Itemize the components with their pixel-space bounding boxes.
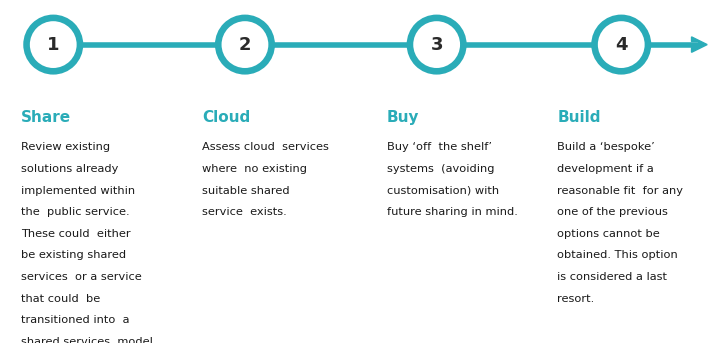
Text: customisation) with: customisation) with bbox=[387, 186, 499, 196]
Text: Build a ‘bespoke’: Build a ‘bespoke’ bbox=[557, 142, 655, 152]
Text: 4: 4 bbox=[615, 36, 628, 54]
Text: Assess cloud  services: Assess cloud services bbox=[202, 142, 329, 152]
Text: services  or a service: services or a service bbox=[21, 272, 142, 282]
Text: where  no existing: where no existing bbox=[202, 164, 307, 174]
Ellipse shape bbox=[215, 15, 275, 74]
Text: future sharing in mind.: future sharing in mind. bbox=[387, 207, 518, 217]
Text: obtained. This option: obtained. This option bbox=[557, 250, 678, 260]
Text: shared services  model.: shared services model. bbox=[21, 337, 157, 343]
Ellipse shape bbox=[23, 15, 83, 74]
Text: development if a: development if a bbox=[557, 164, 654, 174]
Text: Share: Share bbox=[21, 110, 72, 125]
Text: 2: 2 bbox=[239, 36, 251, 54]
Text: service  exists.: service exists. bbox=[202, 207, 287, 217]
Text: Buy: Buy bbox=[387, 110, 420, 125]
FancyArrow shape bbox=[692, 37, 707, 52]
Ellipse shape bbox=[30, 21, 77, 68]
Text: 1: 1 bbox=[47, 36, 60, 54]
Text: be existing shared: be existing shared bbox=[21, 250, 126, 260]
Ellipse shape bbox=[591, 15, 651, 74]
Text: implemented within: implemented within bbox=[21, 186, 136, 196]
Text: transitioned into  a: transitioned into a bbox=[21, 315, 130, 325]
Text: is considered a last: is considered a last bbox=[557, 272, 667, 282]
Ellipse shape bbox=[413, 21, 460, 68]
Ellipse shape bbox=[598, 21, 645, 68]
Text: solutions already: solutions already bbox=[21, 164, 119, 174]
Text: that could  be: that could be bbox=[21, 294, 101, 304]
Text: resort.: resort. bbox=[557, 294, 594, 304]
Text: the  public service.: the public service. bbox=[21, 207, 130, 217]
Text: systems  (avoiding: systems (avoiding bbox=[387, 164, 494, 174]
Text: Cloud: Cloud bbox=[202, 110, 251, 125]
Ellipse shape bbox=[222, 21, 268, 68]
Text: reasonable fit  for any: reasonable fit for any bbox=[557, 186, 683, 196]
Text: Review existing: Review existing bbox=[21, 142, 111, 152]
Text: Build: Build bbox=[557, 110, 601, 125]
Text: options cannot be: options cannot be bbox=[557, 229, 660, 239]
Text: These could  either: These could either bbox=[21, 229, 131, 239]
Ellipse shape bbox=[407, 15, 466, 74]
Text: 3: 3 bbox=[430, 36, 443, 54]
Text: one of the previous: one of the previous bbox=[557, 207, 668, 217]
Text: suitable shared: suitable shared bbox=[202, 186, 290, 196]
Text: Buy ‘off  the shelf’: Buy ‘off the shelf’ bbox=[387, 142, 492, 152]
